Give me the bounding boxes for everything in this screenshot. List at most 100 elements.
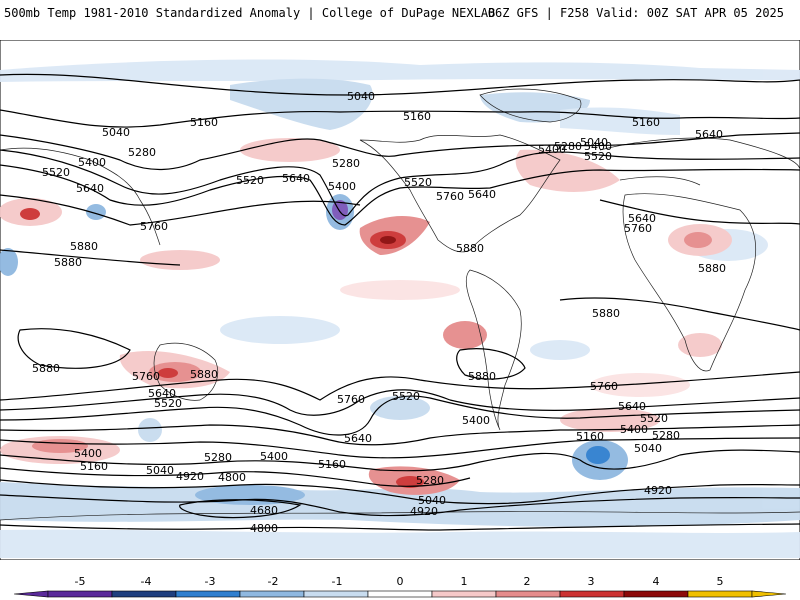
contour-label: 5040 xyxy=(146,464,174,477)
contour-label: 5760 xyxy=(140,220,168,233)
colorbar-segment xyxy=(559,590,625,598)
contour-label: 5760 xyxy=(590,380,618,393)
colorbar-segments xyxy=(13,590,787,598)
contour-label: 5640 xyxy=(76,182,104,195)
contour-label: 5160 xyxy=(403,110,431,123)
asia-east-coast xyxy=(0,147,161,246)
contour-label: 5880 xyxy=(698,262,726,275)
colorbar-ticks: -5 -4 -3 -2 -1 0 1 2 3 4 5 xyxy=(75,575,724,588)
contour-label: 5400 xyxy=(620,423,648,436)
africa-coast xyxy=(622,193,756,372)
colorbar-tick: 3 xyxy=(588,575,595,588)
contour-label: 5520 xyxy=(404,176,432,189)
colorbar-tick: -5 xyxy=(75,575,86,588)
contour-label: 5880 xyxy=(32,362,60,375)
contour-label: 5040 xyxy=(347,90,375,103)
contour-label: 5040 xyxy=(418,494,446,507)
colorbar-segment xyxy=(47,590,113,598)
contour-label: 5760 xyxy=(624,222,652,235)
colorbar-tick: -2 xyxy=(268,575,279,588)
contour-label: 5640 xyxy=(344,432,372,445)
contour-label: 5520 xyxy=(42,166,70,179)
contour-label: 4680 xyxy=(250,504,278,517)
contour-label: 5400 xyxy=(328,180,356,193)
model-run-info: 06Z GFS | F258 Valid: 00Z SAT APR 05 202… xyxy=(487,6,784,20)
contour-label: 5400 xyxy=(584,140,612,153)
contour-label: 4920 xyxy=(176,470,204,483)
colorbar-segment xyxy=(495,590,561,598)
contour-label: 5400 xyxy=(462,414,490,427)
colorbar-tick: -1 xyxy=(332,575,343,588)
contour-label: 4800 xyxy=(218,471,246,484)
contour-label: 5640 xyxy=(148,387,176,400)
contour-label: 5880 xyxy=(592,307,620,320)
australia-coast xyxy=(153,342,219,401)
colorbar-segment xyxy=(367,590,433,598)
contour-label: 5400 xyxy=(74,447,102,460)
colorbar-arrow-high xyxy=(751,590,787,598)
contour-label: 5280 xyxy=(204,451,232,464)
contour-label: 5760 xyxy=(436,190,464,203)
contour-label: 5280 xyxy=(416,474,444,487)
colorbar-segment xyxy=(623,590,689,598)
contour-label: 4800 xyxy=(250,522,278,535)
contour-label: 5160 xyxy=(318,458,346,471)
contour-label: 5160 xyxy=(80,460,108,473)
contour-label: 5520 xyxy=(236,174,264,187)
colorbar-tick: 2 xyxy=(524,575,531,588)
contour-label: 5280 xyxy=(128,146,156,159)
contour-label: 5640 xyxy=(628,212,656,225)
contour-label: 5880 xyxy=(456,242,484,255)
contour-label: 5640 xyxy=(282,172,310,185)
colorbar-tick: 4 xyxy=(653,575,660,588)
contour-label: 5640 xyxy=(695,128,723,141)
anomaly-map: 5040 5160 5280 5400 5520 5640 5760 5880 … xyxy=(0,40,800,560)
contour-labels: 5040 5160 5280 5400 5520 5640 5760 5880 … xyxy=(32,90,726,535)
contour-label: 5880 xyxy=(190,368,218,381)
contour-label: 5400 xyxy=(538,143,566,156)
greenland-coast xyxy=(479,88,582,123)
contour-label: 5760 xyxy=(337,393,365,406)
contour-label: 5640 xyxy=(468,188,496,201)
contour-label: 4920 xyxy=(410,505,438,518)
contour-label: 5760 xyxy=(132,370,160,383)
contour-label: 5280 xyxy=(332,157,360,170)
north-america-coast xyxy=(359,134,561,253)
contour-label: 5040 xyxy=(580,136,608,149)
contour-label: 5520 xyxy=(584,150,612,163)
colorbar-segment xyxy=(111,590,177,598)
colorbar-segment xyxy=(175,590,241,598)
map-title: 500mb Temp 1981-2010 Standardized Anomal… xyxy=(4,6,496,20)
south-america-coast xyxy=(465,269,522,431)
colorbar-tick: -3 xyxy=(205,575,216,588)
colorbar: -5 -4 -3 -2 -1 0 1 2 3 4 5 xyxy=(13,575,787,598)
contour-label: 5400 xyxy=(78,156,106,169)
contour-label: 5640 xyxy=(618,400,646,413)
eurasia-coast xyxy=(599,137,800,186)
contour-label: 5520 xyxy=(154,397,182,410)
contour-label: 5280 xyxy=(652,429,680,442)
contour-label: 5880 xyxy=(70,240,98,253)
contour-label: 5040 xyxy=(634,442,662,455)
height-contours xyxy=(0,73,800,531)
colorbar-tick: 1 xyxy=(461,575,468,588)
colorbar-arrow-low xyxy=(13,590,49,598)
contour-label: 5280 xyxy=(554,140,582,153)
contour-label: 5040 xyxy=(102,126,130,139)
contour-label: 5160 xyxy=(632,116,660,129)
colorbar-segment xyxy=(687,590,753,598)
colorbar-tick: 0 xyxy=(397,575,404,588)
contour-label: 5160 xyxy=(190,116,218,129)
contour-label: 5880 xyxy=(54,256,82,269)
contour-label: 5400 xyxy=(260,450,288,463)
contour-label: 5880 xyxy=(468,370,496,383)
contour-label: 4920 xyxy=(644,484,672,497)
colorbar-segment xyxy=(303,590,369,598)
colorbar-tick: -4 xyxy=(141,575,152,588)
contour-label: 5520 xyxy=(640,412,668,425)
colorbar-segment xyxy=(431,590,497,598)
contour-label: 5160 xyxy=(576,430,604,443)
contour-label: 5520 xyxy=(392,390,420,403)
colorbar-tick: 5 xyxy=(717,575,724,588)
colorbar-segment xyxy=(239,590,305,598)
